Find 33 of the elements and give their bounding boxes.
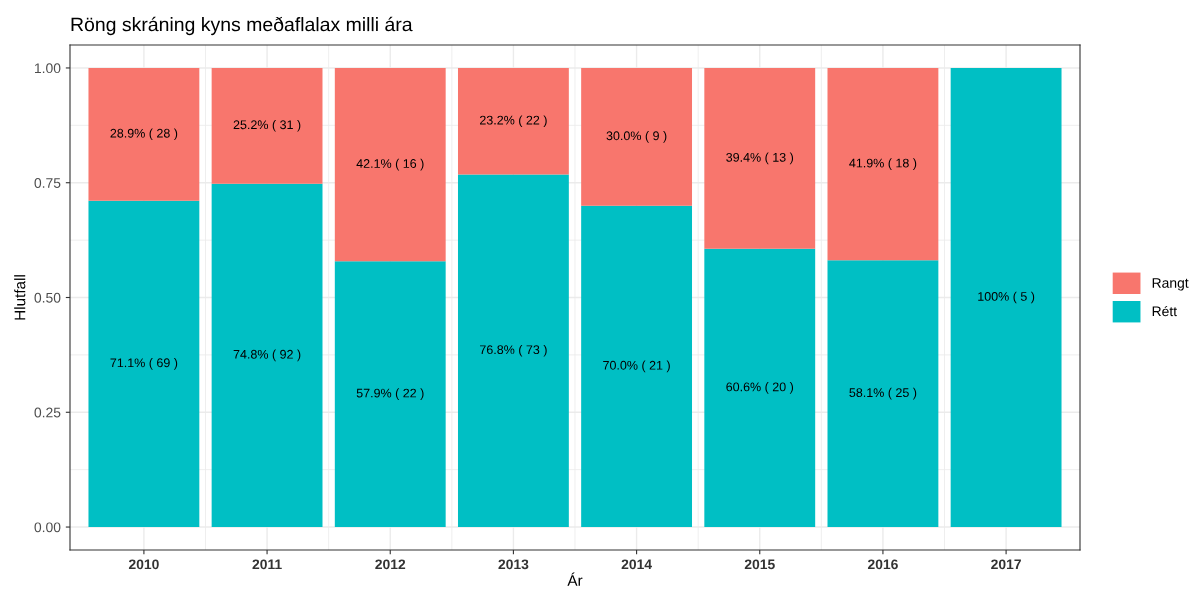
x-tick-label: 2017 xyxy=(991,559,1021,570)
x-tick-label: 2012 xyxy=(375,559,406,570)
data-label: 76.8% ( 73 ) xyxy=(480,344,547,357)
data-label: 25.2% ( 31 ) xyxy=(233,119,301,132)
chart-title: Röng skráning kyns meðaflalax milli ára xyxy=(71,16,413,36)
data-label: 57.9% ( 22 ) xyxy=(356,388,424,400)
legend-label: Rangt xyxy=(1152,278,1189,291)
x-axis-title: Ár xyxy=(567,572,583,586)
y-tick-label: 0.25 xyxy=(34,407,61,418)
x-tick-label: 2010 xyxy=(128,559,159,570)
y-tick-label: 1.00 xyxy=(35,63,61,74)
data-label: 23.2% ( 22 ) xyxy=(480,115,547,128)
legend-label: Rétt xyxy=(1152,305,1177,317)
y-tick-label: 0.75 xyxy=(34,178,61,188)
x-tick-label: 2011 xyxy=(252,559,282,570)
data-label: 70.0% ( 21 ) xyxy=(603,360,670,373)
y-tick-label: 0.00 xyxy=(34,522,61,533)
data-label: 39.4% ( 13 ) xyxy=(726,152,794,165)
data-label: 42.1% ( 16 ) xyxy=(356,158,424,171)
data-label: 74.8% ( 92 ) xyxy=(233,349,301,362)
data-label: 60.6% ( 20 ) xyxy=(726,382,794,394)
x-tick-label: 2013 xyxy=(498,559,529,570)
x-tick-label: 2014 xyxy=(621,559,652,570)
y-axis-title: Hlutfall xyxy=(14,275,26,320)
data-label: 71.1% ( 69 ) xyxy=(110,358,178,370)
data-label: 30.0% ( 9 ) xyxy=(606,130,667,143)
x-tick-label: 2016 xyxy=(867,559,898,570)
data-label: 28.9% ( 28 ) xyxy=(110,128,178,141)
x-tick-label: 2015 xyxy=(744,559,775,570)
data-label: 58.1% ( 25 ) xyxy=(849,387,917,400)
data-label: 41.9% ( 18 ) xyxy=(849,158,917,170)
data-label: 100% ( 5 ) xyxy=(978,291,1035,304)
y-tick-label: 0.50 xyxy=(34,292,61,303)
